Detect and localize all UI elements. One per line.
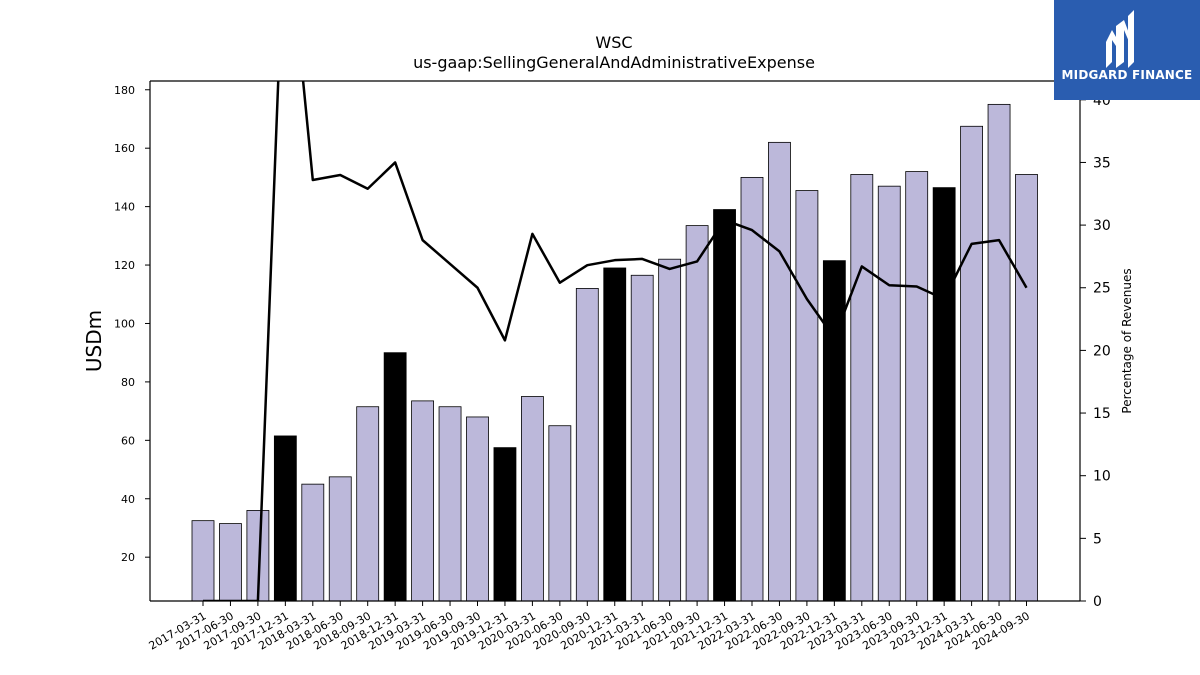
bar-2023-06-30	[877, 185, 901, 601]
y-tick-label: 140	[114, 201, 135, 214]
bar-2017-03-31	[191, 520, 215, 601]
y-tick-label: 20	[121, 551, 135, 564]
y-axis-label: USDm	[82, 310, 106, 372]
chart-title: WSC	[595, 33, 632, 52]
y-tick-label: 60	[121, 434, 135, 447]
y-tick-label: 100	[114, 317, 135, 330]
y-tick-label: 160	[114, 142, 135, 155]
y2-axis-label: Percentage of Revenues	[1120, 268, 1134, 413]
bar-2019-12-31	[493, 447, 517, 601]
bar-2023-03-31	[850, 174, 874, 601]
bar-2019-09-30	[466, 416, 489, 601]
bar-2020-06-30	[548, 425, 572, 601]
bar-2021-06-30	[658, 258, 682, 601]
bar-2019-06-30	[438, 406, 462, 601]
chart-subtitle: us-gaap:SellingGeneralAndAdministrativeE…	[413, 53, 815, 72]
y2-tick-label: 25	[1093, 281, 1111, 297]
bar-2023-12-31	[932, 187, 956, 601]
bar-2022-06-30	[768, 141, 791, 601]
bar-2018-03-31	[301, 483, 325, 601]
brand-logo: MIDGARD FINANCE	[1054, 0, 1200, 100]
bar-2017-12-31	[273, 435, 297, 601]
bar-2021-03-31	[630, 274, 654, 601]
percentage-line	[203, 81, 1028, 601]
bar-2023-09-30	[905, 171, 929, 601]
y2-tick-label: 30	[1093, 218, 1111, 234]
bar-2021-12-31	[713, 209, 736, 601]
bar-2024-09-30	[1015, 174, 1038, 601]
bar-2020-03-31	[521, 396, 544, 601]
bar-2022-12-31	[822, 260, 846, 601]
bar-2018-12-31	[383, 352, 407, 601]
bar-2020-12-31	[603, 267, 627, 601]
y2-tick-label: 0	[1093, 594, 1102, 610]
y2-tick-label: 10	[1093, 469, 1111, 485]
line-layer	[203, 81, 1028, 601]
bar-2020-09-30	[575, 288, 599, 601]
y2-tick-label: 20	[1093, 343, 1111, 359]
bar-2017-09-30	[246, 510, 270, 601]
bar-2024-03-31	[960, 125, 983, 601]
y2-tick-label: 15	[1093, 406, 1111, 422]
y-tick-label: 80	[121, 376, 135, 389]
y2-tick-label: 5	[1093, 531, 1102, 547]
bar-2021-09-30	[685, 225, 709, 601]
brand-name: MIDGARD FINANCE	[1061, 68, 1193, 82]
bars-layer	[191, 103, 1038, 601]
bar-2022-09-30	[795, 190, 819, 601]
y-tick-label: 120	[114, 259, 135, 272]
y2-tick-label: 35	[1093, 155, 1111, 171]
y-tick-label: 40	[121, 493, 135, 506]
bar-2019-03-31	[411, 400, 435, 601]
bar-2018-09-30	[356, 406, 380, 601]
y-tick-label: 180	[114, 84, 135, 97]
bar-2024-06-30	[987, 103, 1011, 601]
bar-2018-06-30	[328, 476, 352, 601]
bar-2017-06-30	[219, 523, 242, 601]
midgard-logo-icon	[1106, 10, 1134, 68]
bar-2022-03-31	[740, 176, 764, 601]
